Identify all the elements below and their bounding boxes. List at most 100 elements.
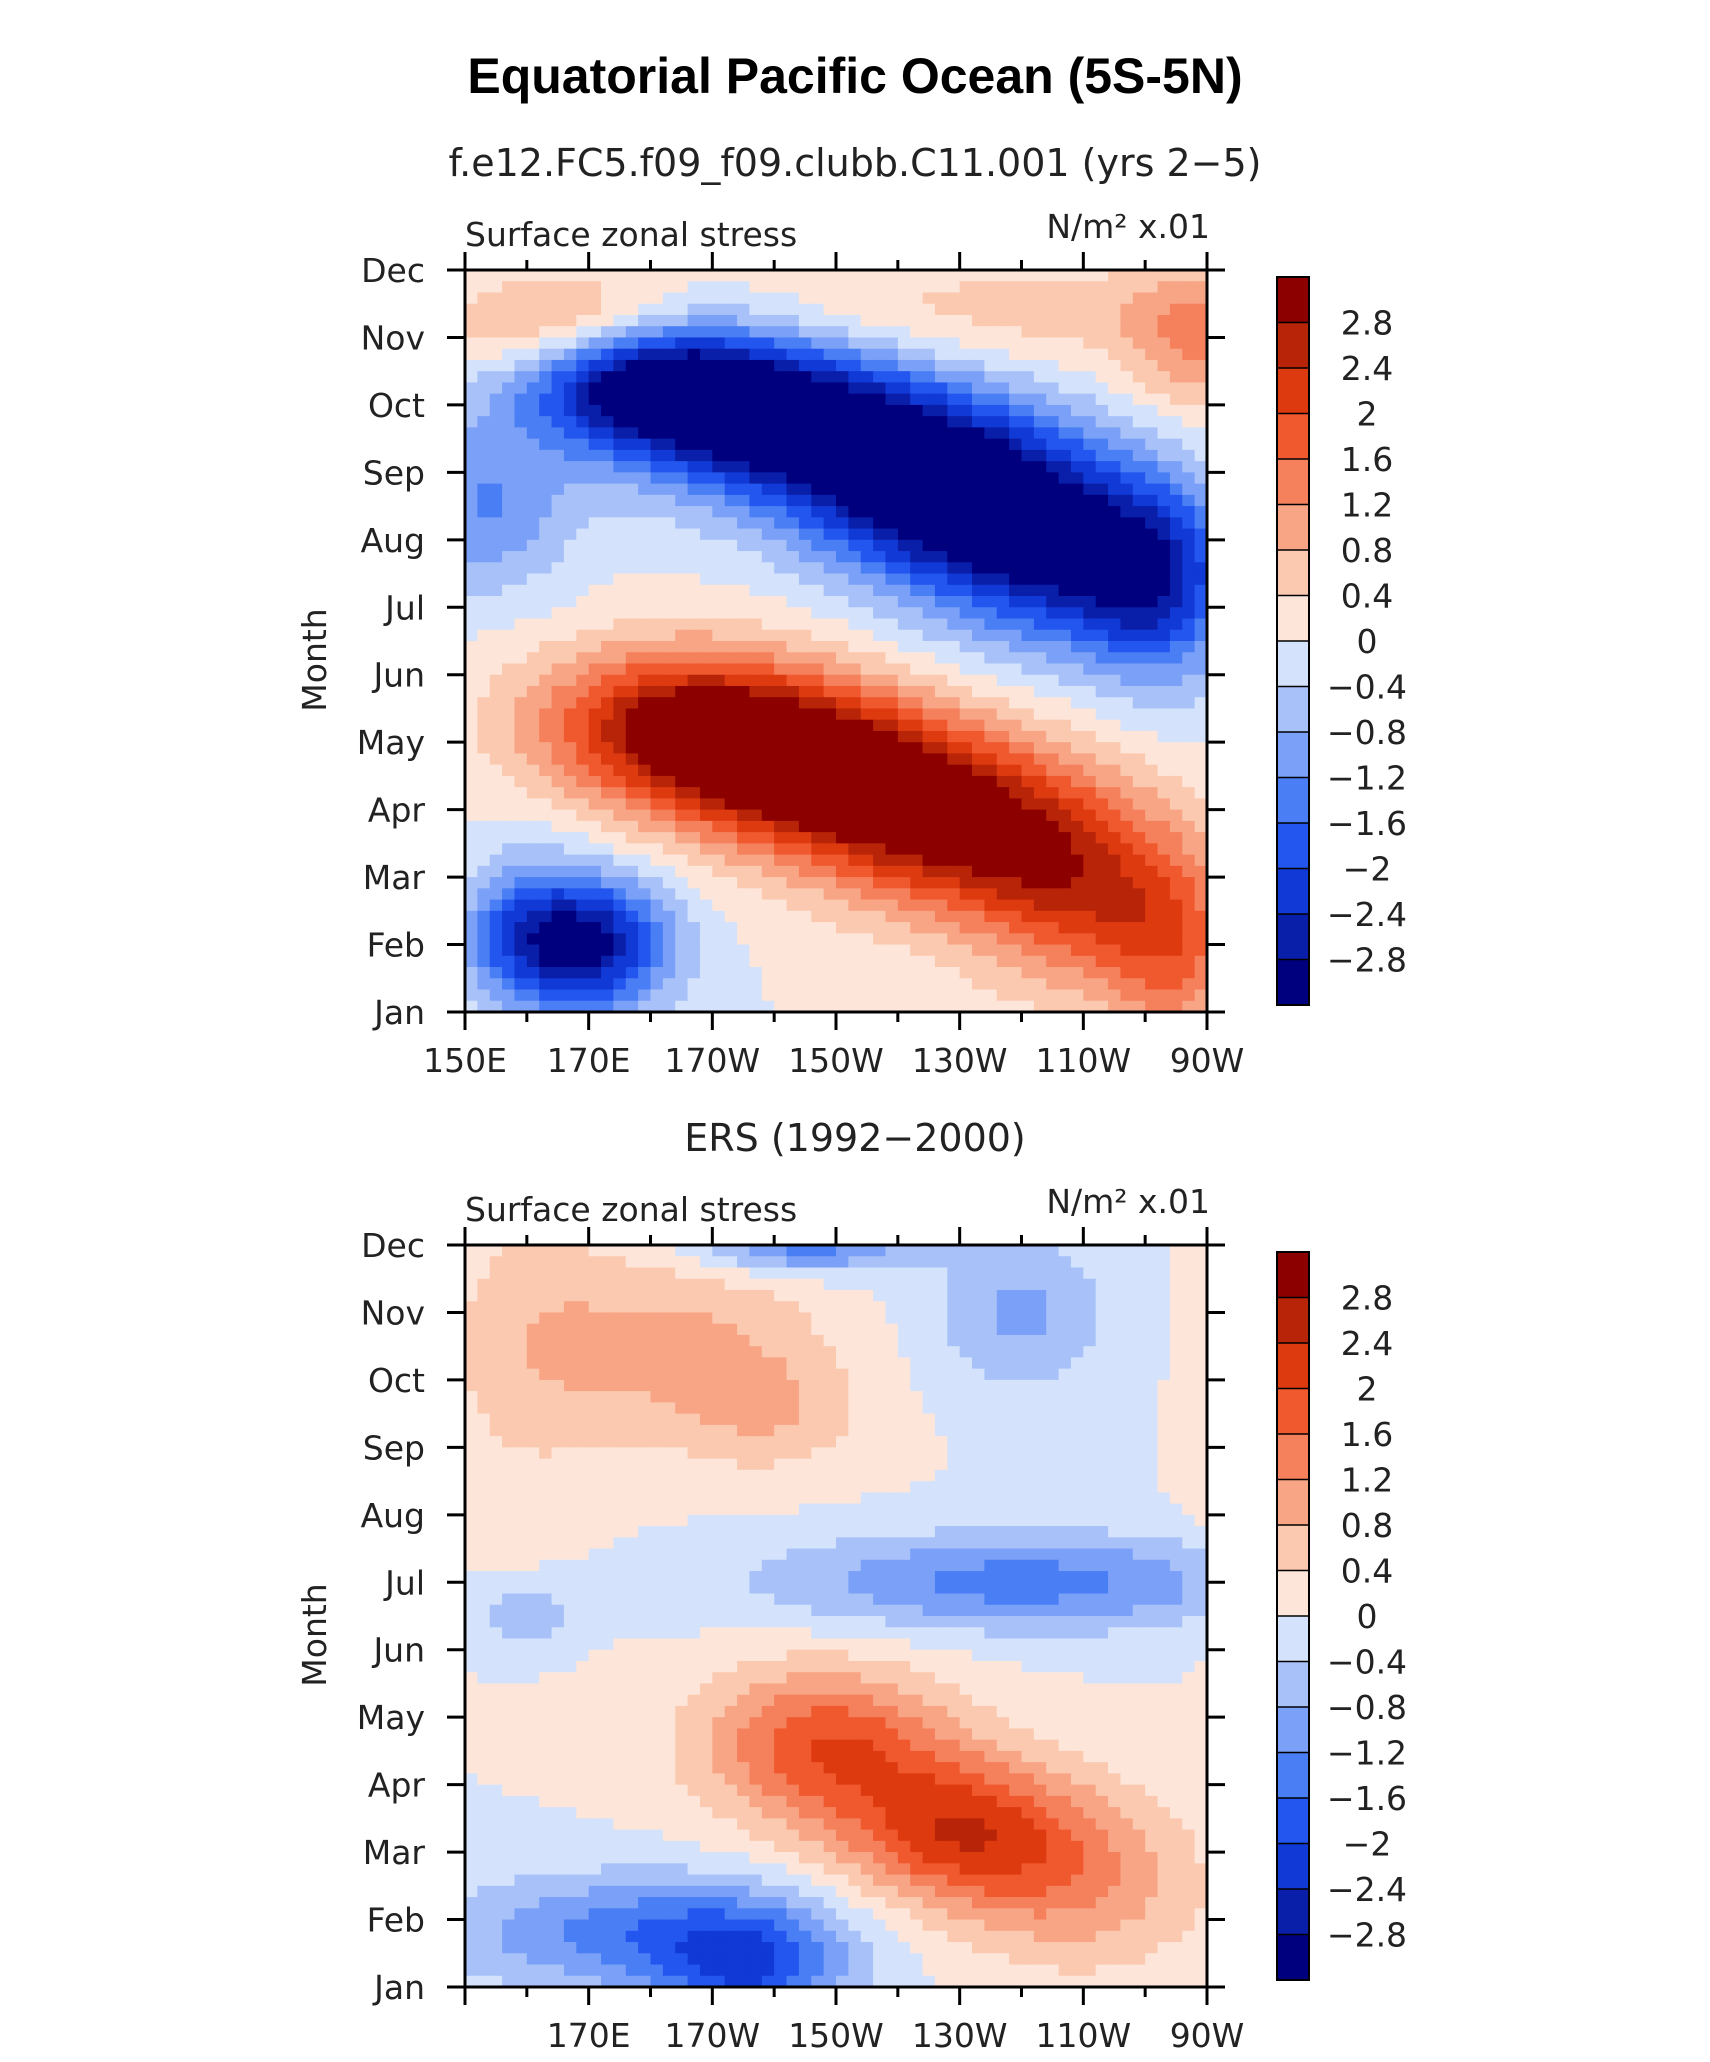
heatmap-cell [1070,1245,1084,1257]
heatmap-cell [922,888,936,901]
heatmap-cell [1095,1334,1109,1347]
heatmap-cell [873,461,887,473]
heatmap-cell [526,697,540,710]
heatmap-cell [786,303,800,316]
heatmap-cell [625,618,639,631]
heatmap-cell [922,652,936,665]
heatmap-cell [1120,877,1134,889]
heatmap-cell [576,854,590,867]
heatmap-cell [1083,1278,1097,1291]
heatmap-cell [489,1413,503,1426]
heatmap-cell [823,404,837,417]
heatmap-cell [699,562,713,575]
heatmap-cell [959,967,973,979]
heatmap-cell [848,416,862,428]
heatmap-cell [526,596,540,608]
heatmap-cell [625,832,639,844]
heatmap-cell [910,798,924,811]
heatmap-cell [860,472,874,485]
heatmap-cell [1132,281,1146,294]
heatmap-cell [576,910,590,923]
heatmap-cell [1095,967,1109,979]
heatmap-cell [625,899,639,912]
heatmap-cell [1120,1312,1134,1325]
heatmap-cell [1132,1402,1146,1415]
heatmap-cell [465,1357,478,1370]
heatmap-cell [798,888,812,901]
heatmap-cell [613,1368,627,1381]
heatmap-cell [761,539,775,552]
heatmap-cell [984,438,998,451]
heatmap-cell [996,528,1010,541]
heatmap-cell [601,798,614,811]
heatmap-cell [897,697,911,710]
heatmap-cell [1194,494,1208,507]
heatmap-cell [860,1402,874,1415]
heatmap-cell [551,730,565,743]
heatmap-cell [601,393,614,406]
heatmap-cell [996,888,1010,901]
heatmap-cell [687,865,701,878]
heatmap-cell [1046,798,1060,811]
heatmap-cell [514,809,528,822]
heatmap-cell [613,730,627,743]
heatmap-cell [601,314,614,327]
heatmap-cell [1095,382,1109,395]
heatmap-cell [761,652,775,665]
heatmap-cell [588,506,602,518]
heatmap-cell [1070,281,1084,294]
heatmap-cell [1058,483,1072,496]
heatmap-cell [1070,798,1084,811]
heatmap-cell [897,899,911,912]
heatmap-cell [465,382,478,395]
heatmap-cell [761,1391,775,1403]
heatmap-cell [1120,652,1134,665]
heatmap-cell [601,809,614,822]
heatmap-cell [860,539,874,552]
heatmap-cell [588,1391,602,1403]
heatmap-cell [1046,899,1060,912]
heatmap-cell [724,967,738,979]
heatmap-cell [737,1000,751,1013]
heatmap-cell [1009,427,1023,440]
heatmap-cell [774,1334,788,1347]
heatmap-cell [959,1256,973,1269]
heatmap-cell [712,685,726,698]
heatmap-cell [910,674,924,687]
heatmap-cell [761,742,775,755]
heatmap-cell [848,1245,862,1257]
heatmap-cell [1009,416,1023,428]
heatmap-cell [675,809,689,822]
heatmap-cell [724,1357,738,1370]
heatmap-cell [563,775,577,788]
heatmap-cell [477,663,491,676]
heatmap-cell [613,1000,627,1013]
heatmap-cell [761,1346,775,1359]
heatmap-cell [724,798,738,811]
heatmap-cell [1083,573,1097,586]
heatmap-cell [811,517,825,530]
heatmap-cell [972,517,985,530]
heatmap-cell [489,944,503,957]
heatmap-cell [1095,1391,1109,1403]
heatmap-cell [811,303,825,316]
heatmap-cell [1095,584,1109,597]
heatmap-cell [563,472,577,485]
heatmap-cell [1132,618,1146,631]
heatmap-cell [749,596,763,608]
heatmap-cell [798,427,812,440]
heatmap-cell [650,517,664,530]
heatmap-cell [601,573,614,586]
heatmap-cell [798,359,812,372]
heatmap-cell [737,697,751,710]
heatmap-cell [811,1267,825,1280]
heatmap-cell [786,899,800,912]
heatmap-cell [502,494,516,507]
heatmap-cell [934,551,948,563]
heatmap-cell [1070,1312,1084,1325]
heatmap-cell [1194,730,1208,743]
heatmap-cell [675,404,689,417]
heatmap-cell [1169,1289,1183,1302]
heatmap-cell [1095,809,1109,822]
heatmap-cell [836,270,849,282]
